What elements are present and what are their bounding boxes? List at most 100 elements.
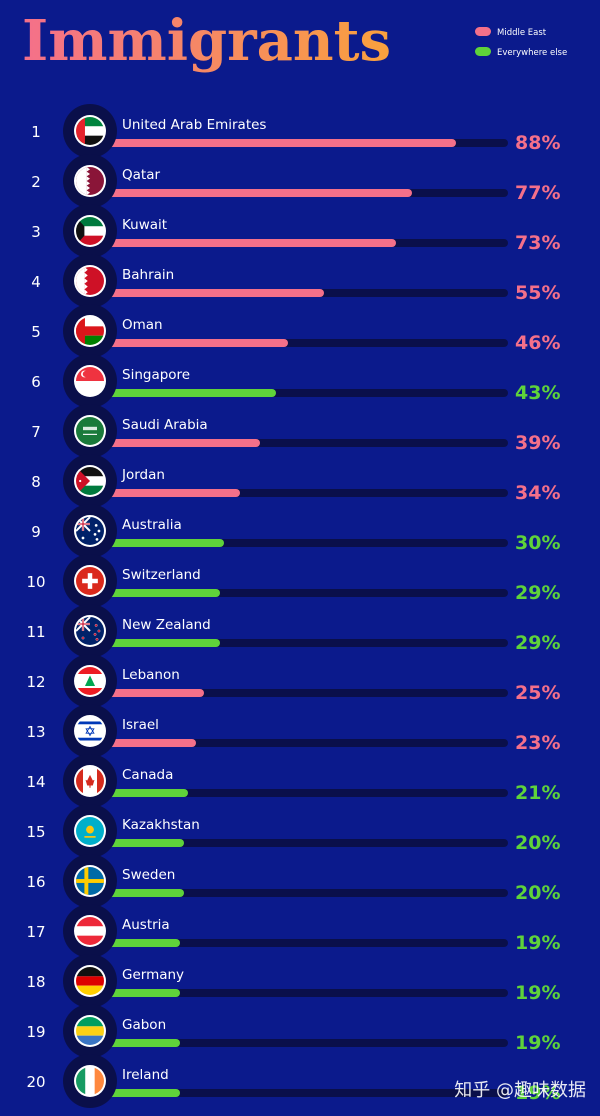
bar-track xyxy=(104,1039,508,1047)
saudi-arabia-flag xyxy=(76,417,104,445)
israel-flag xyxy=(76,717,104,745)
value-label: 20% xyxy=(515,832,560,854)
rank-label: 19 xyxy=(26,1023,45,1041)
country-label: Jordan xyxy=(121,467,165,483)
country-label: Gabon xyxy=(122,1017,166,1033)
bahrain-flag xyxy=(76,267,104,295)
value-label: 19% xyxy=(515,1082,560,1104)
value-label: 29% xyxy=(515,632,560,654)
rank-label: 18 xyxy=(26,973,45,991)
rank-label: 10 xyxy=(26,573,45,591)
country-label: Sweden xyxy=(122,867,175,883)
jordan-flag xyxy=(76,467,104,495)
value-label: 34% xyxy=(515,482,560,504)
bar xyxy=(104,239,396,247)
rank-label: 15 xyxy=(26,823,45,841)
value-label: 23% xyxy=(515,732,560,754)
value-label: 43% xyxy=(515,382,560,404)
bar xyxy=(104,889,184,897)
country-label: Australia xyxy=(122,517,182,533)
country-label: Switzerland xyxy=(122,567,201,583)
rank-label: 3 xyxy=(31,223,41,241)
chart-row: 17 Austria 19% xyxy=(26,904,560,958)
chart-row: 2 Qatar 77% xyxy=(31,154,560,208)
germany-flag xyxy=(76,967,104,995)
watermark: 知乎 @趣味数据 xyxy=(454,1080,586,1101)
country-label: United Arab Emirates xyxy=(122,117,266,133)
rank-label: 17 xyxy=(26,923,45,941)
chart-row: 7 Saudi Arabia 39% xyxy=(31,404,560,458)
rank-label: 20 xyxy=(26,1073,45,1091)
chart-row: 14 Canada 21% xyxy=(26,754,560,808)
chart-row: 5 Oman 46% xyxy=(31,304,560,358)
bar xyxy=(104,339,288,347)
bar xyxy=(104,839,184,847)
uae-flag xyxy=(76,117,104,145)
bar-track xyxy=(104,739,508,747)
kuwait-flag xyxy=(76,217,104,245)
bar xyxy=(104,539,224,547)
chart-row: 19 Gabon 19% xyxy=(26,1004,560,1058)
bar-track xyxy=(104,839,508,847)
chart-row: 20 Ireland 19% xyxy=(26,1054,560,1108)
country-label: Ireland xyxy=(122,1067,169,1083)
rank-label: 7 xyxy=(31,423,41,441)
value-label: 55% xyxy=(515,282,560,304)
country-label: Canada xyxy=(122,767,173,783)
bar xyxy=(104,789,188,797)
chart-row: 8 Jordan 34% xyxy=(31,454,560,508)
bar xyxy=(104,639,220,647)
legend-swatch xyxy=(475,47,491,56)
chart-row: 9 Australia 30% xyxy=(31,504,560,558)
legend-label: Middle East xyxy=(497,28,547,38)
bar xyxy=(104,389,276,397)
value-label: 88% xyxy=(515,132,560,154)
value-label: 20% xyxy=(515,882,560,904)
chart-row: 4 Bahrain 55% xyxy=(31,254,560,308)
country-label: New Zealand xyxy=(122,617,211,633)
oman-flag xyxy=(76,317,104,345)
bar xyxy=(104,739,196,747)
chart-row: 18 Germany 19% xyxy=(26,954,560,1008)
value-label: 77% xyxy=(515,182,560,204)
rank-label: 2 xyxy=(31,173,41,191)
bar xyxy=(104,289,324,297)
rank-label: 14 xyxy=(26,773,45,791)
sweden-flag xyxy=(76,867,104,895)
rank-label: 4 xyxy=(31,273,41,291)
rank-label: 5 xyxy=(31,323,41,341)
country-label: Qatar xyxy=(122,167,160,183)
country-label: Kazakhstan xyxy=(122,817,200,833)
chart-rows: 1 United Arab Emirates 88% 2 Qatar 77% 3 Kuwait… xyxy=(26,104,560,1108)
bar xyxy=(104,439,260,447)
country-label: Israel xyxy=(122,717,159,733)
rank-label: 6 xyxy=(31,373,41,391)
chart-row: 11 New Zealand 29% xyxy=(26,604,560,658)
bar xyxy=(104,189,412,197)
ireland-flag xyxy=(76,1067,104,1095)
legend: Middle East Everywhere else xyxy=(475,27,567,58)
legend-swatch xyxy=(475,27,491,36)
switzerland-flag xyxy=(76,567,104,595)
bar xyxy=(104,989,180,997)
singapore-flag xyxy=(76,367,104,395)
australia-flag xyxy=(76,517,104,545)
country-label: Austria xyxy=(122,917,170,933)
chart-row: 16 Sweden 20% xyxy=(26,854,560,908)
chart-row: 6 Singapore 43% xyxy=(31,354,560,408)
value-label: 19% xyxy=(515,932,560,954)
chart-row: 1 United Arab Emirates 88% xyxy=(31,104,560,158)
country-label: Lebanon xyxy=(122,667,180,683)
country-label: Kuwait xyxy=(122,217,167,233)
bar xyxy=(104,1089,180,1097)
lebanon-flag xyxy=(76,667,104,695)
value-label: 19% xyxy=(515,1032,560,1054)
country-label: Saudi Arabia xyxy=(122,417,208,433)
bar-track xyxy=(104,789,508,797)
bar xyxy=(104,139,456,147)
rank-label: 13 xyxy=(26,723,45,741)
bar xyxy=(104,489,240,497)
value-label: 30% xyxy=(515,532,560,554)
